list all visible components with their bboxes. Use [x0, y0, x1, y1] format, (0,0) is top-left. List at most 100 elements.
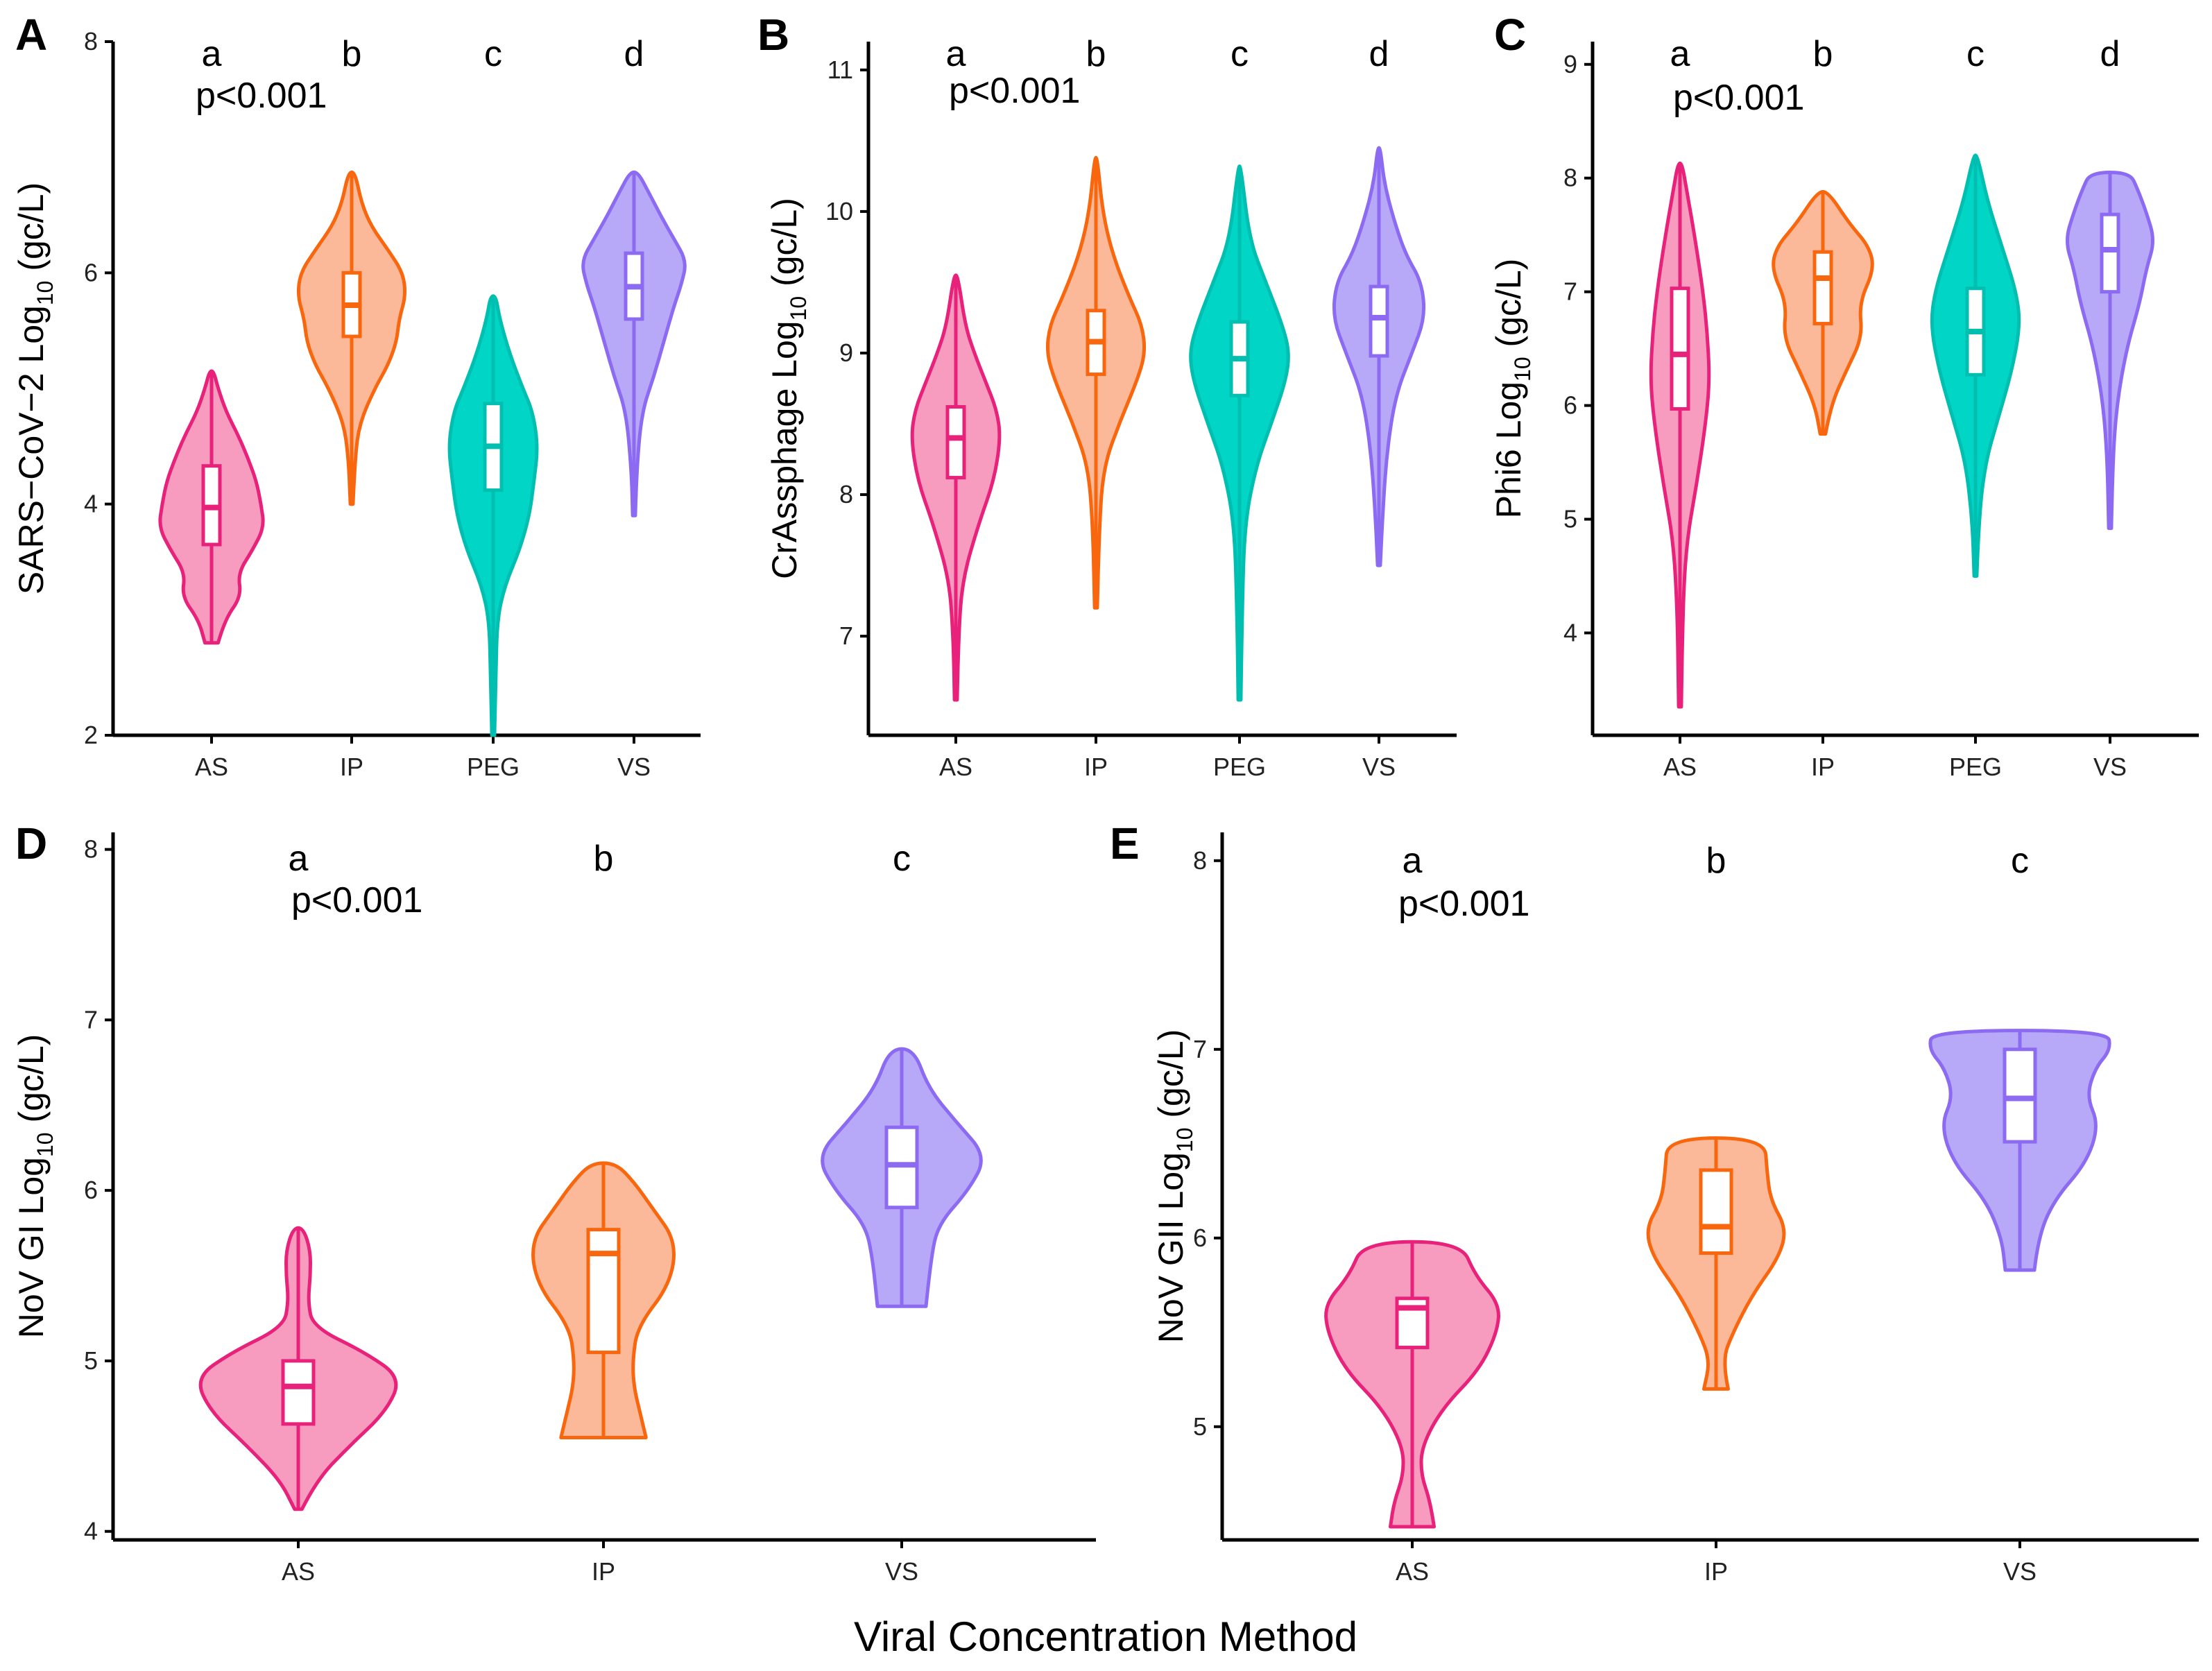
y-axis-label: SARS−CoV−2 Log10 (gc/L) [12, 182, 58, 594]
y-tick-label: 6 [1563, 391, 1577, 420]
box-as [1670, 286, 1690, 411]
y-tick-label: 7 [84, 1005, 98, 1034]
significance-letter: a [946, 34, 966, 74]
box-as [281, 1359, 316, 1426]
y-tick-label: 6 [84, 258, 98, 286]
y-tick-label: 6 [1193, 1224, 1207, 1252]
x-tick-label: VS [1362, 753, 1396, 781]
y-tick-label: 8 [1563, 164, 1577, 192]
significance-letter: d [2100, 34, 2120, 74]
panel-tag: E [1110, 819, 1140, 868]
x-tick-label: VS [2003, 1557, 2037, 1586]
x-tick-label: IP [1811, 753, 1835, 781]
y-tick-label: 10 [825, 197, 853, 225]
y-tick-label: 5 [1193, 1412, 1207, 1441]
box-vs [1369, 284, 1389, 358]
y-axis-label-unit: (gc/L) [12, 182, 51, 281]
significance-letter: b [594, 839, 614, 879]
significance-letter: b [342, 34, 362, 74]
y-tick-label: 11 [828, 55, 853, 84]
significance-letter: c [2011, 841, 2029, 881]
y-tick-label: 7 [839, 622, 853, 650]
x-tick-label: VS [885, 1557, 918, 1586]
y-axis-label-main: NoV GI Log [12, 1157, 51, 1338]
y-axis-label-unit: (gc/L) [1151, 1029, 1190, 1128]
y-axis-label-unit: (gc/L) [765, 198, 804, 296]
box-vs [2003, 1047, 2037, 1144]
x-tick-label: AS [195, 753, 228, 781]
significance-letter: b [1813, 34, 1833, 74]
y-tick-label: 2 [84, 721, 98, 749]
y-tick-label: 7 [1193, 1035, 1207, 1063]
y-tick-label: 6 [84, 1176, 98, 1204]
y-tick-label: 5 [84, 1346, 98, 1375]
y-tick-label: 5 [1563, 505, 1577, 533]
x-tick-label: IP [340, 753, 363, 781]
x-tick-label: AS [1396, 1557, 1429, 1586]
y-axis-label: Phi6 Log10 (gc/L) [1489, 259, 1535, 519]
panel-e: 5 6 7 8 AS IP VS a b c p<0.001 E NoV GII Log10 (gc/L… [1110, 819, 2199, 1586]
significance-letter: a [289, 839, 309, 879]
significance-letter: b [1086, 34, 1106, 74]
panel-tag: D [15, 819, 47, 868]
y-axis-label-main: SARS−CoV−2 Log [12, 305, 51, 594]
panel-a: 2 4 6 8 AS IP PEG VS a b c d p<0.001 A SARS−CoV−2 Log1… [12, 10, 701, 781]
y-axis-label: NoV GII Log10 (gc/L) [1151, 1029, 1197, 1343]
y-axis-label-main: Phi6 Log [1489, 382, 1528, 518]
panel-tag: B [757, 10, 789, 60]
y-tick-label: 9 [839, 339, 853, 367]
panel-d: 4 5 6 7 8 AS IP VS a b c p<0.001 D NoV GI Log10 (gc/L… [12, 819, 1096, 1586]
x-tick-label: AS [1663, 753, 1697, 781]
significance-letter: d [624, 34, 644, 74]
y-axis-label-main: CrAssphage Log [765, 320, 804, 579]
significance-letter: c [1966, 34, 1984, 74]
significance-letter: a [1403, 841, 1423, 881]
y-tick-label: 4 [84, 490, 98, 518]
box-ip [1812, 250, 1833, 326]
y-axis-label-subscript: 10 [1172, 1127, 1197, 1152]
y-axis-label-unit: (gc/L) [12, 1034, 51, 1133]
x-tick-label: VS [2093, 753, 2127, 781]
y-axis-label: NoV GI Log10 (gc/L) [12, 1034, 58, 1339]
y-tick-label: 8 [1193, 846, 1207, 875]
panel-tag: A [15, 10, 47, 60]
y-axis-label-subscript: 10 [33, 281, 58, 306]
x-tick-label: AS [939, 753, 972, 781]
y-tick-label: 8 [84, 27, 98, 55]
significance-letter: b [1706, 841, 1726, 881]
y-axis-label-unit: (gc/L) [1489, 259, 1528, 357]
significance-letter: c [893, 839, 911, 879]
y-tick-label: 9 [1563, 50, 1577, 78]
x-tick-label: IP [592, 1557, 615, 1586]
significance-letter: c [484, 34, 502, 74]
box-as [945, 405, 966, 480]
y-tick-label: 8 [839, 480, 853, 508]
p-value: p<0.001 [949, 71, 1080, 111]
significance-letter: c [1231, 34, 1249, 74]
y-tick-label: 8 [84, 835, 98, 864]
x-tick-label: VS [617, 753, 651, 781]
panel-tag: C [1494, 10, 1526, 60]
box-ip [1699, 1168, 1733, 1256]
x-tick-label: PEG [1213, 753, 1266, 781]
x-tick-label: PEG [1949, 753, 2002, 781]
y-axis-label-main: NoV GII Log [1151, 1152, 1190, 1343]
p-value: p<0.001 [196, 76, 327, 116]
y-tick-label: 4 [1563, 618, 1577, 646]
y-axis-label-subscript: 10 [1510, 357, 1535, 382]
y-axis-label: CrAssphage Log10 (gc/L) [765, 198, 811, 579]
x-axis-title: Viral Concentration Method [854, 1613, 1357, 1660]
box-vs [2100, 212, 2120, 294]
y-tick-label: 4 [84, 1517, 98, 1545]
panel-b: 7 8 9 10 11 AS IP PEG VS a b c d p<0.001 B CrAssphage L… [757, 10, 1457, 781]
significance-letter: a [1670, 34, 1690, 74]
x-tick-label: IP [1084, 753, 1108, 781]
panel-c: 4 5 6 7 8 9 AS IP PEG VS a b c d p<0.001 C Phi6 Log10 (g… [1489, 10, 2199, 781]
y-axis-label-subscript: 10 [33, 1132, 58, 1157]
x-tick-label: AS [282, 1557, 315, 1586]
y-tick-label: 7 [1563, 277, 1577, 306]
y-axis-label-subscript: 10 [786, 296, 811, 321]
significance-letter: a [202, 34, 222, 74]
